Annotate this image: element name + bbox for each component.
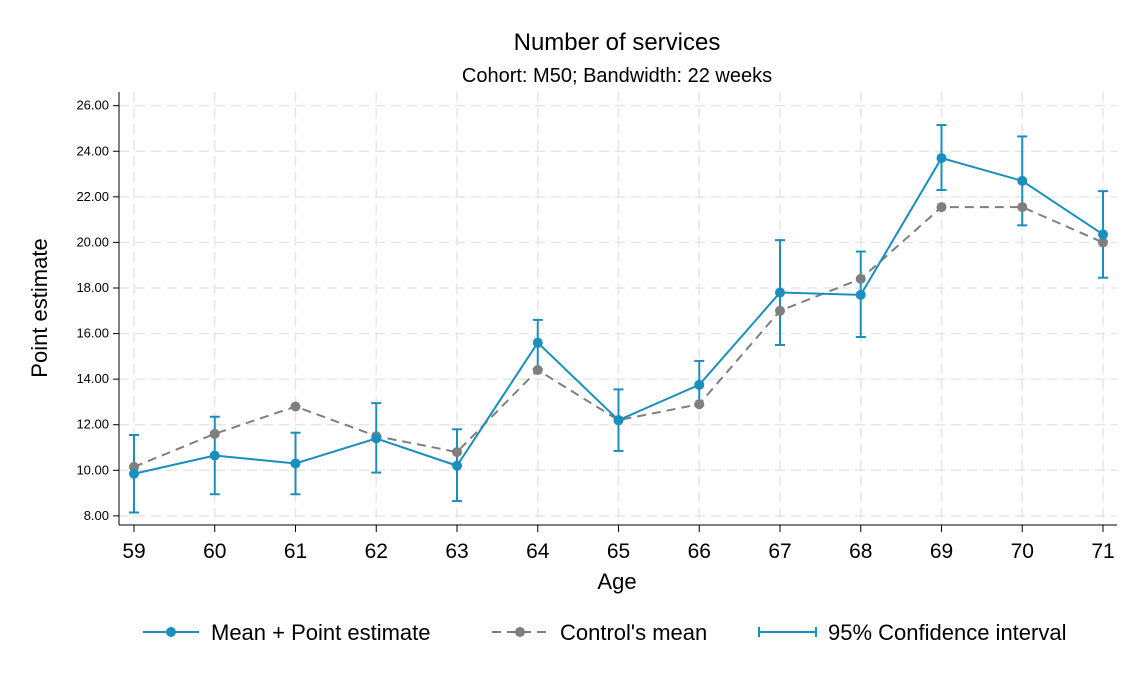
control-point [209,428,220,439]
legend-control-marker [515,627,525,637]
legend-ci-label: 95% Confidence interval [828,620,1066,645]
axes [113,92,1117,532]
y-tick-label: 18.00 [76,280,109,295]
estimate-point [371,433,382,444]
x-tick-label: 60 [203,540,226,563]
y-tick-label: 8.00 [84,508,109,523]
y-tick-label: 24.00 [76,143,109,158]
legend-item-control: Control's mean [492,620,707,645]
control-point [694,399,705,410]
y-tick-label: 20.00 [76,234,109,249]
estimate-point [290,458,301,469]
x-tick-label: 70 [1011,540,1034,563]
control-point [936,202,947,213]
x-tick-label: 71 [1091,540,1114,563]
estimate-point [532,337,543,348]
x-tick-label: 68 [849,540,872,563]
estimate-point [209,450,220,461]
y-tick-label: 12.00 [76,417,109,432]
x-ticks: 59 60 61 62 63 64 65 66 67 68 69 70 71 [122,540,1114,563]
x-tick-label: 64 [526,540,550,563]
x-tick-label: 63 [445,540,468,563]
estimate-point [775,287,785,298]
control-point [775,305,785,316]
estimate-point [129,468,139,479]
estimate-point [613,415,624,426]
control-point [1017,202,1028,213]
legend-control-label: Control's mean [560,620,707,645]
legend-item-estimate: Mean + Point estimate [143,620,431,645]
control-point [452,447,462,458]
control-point [290,401,301,412]
control-point [532,365,543,376]
x-tick-label: 62 [365,540,388,563]
y-ticks: 8.00 10.00 12.00 14.00 16.00 18.00 20.00 22.00 2… [76,98,109,523]
y-axis-label: Point estimate [27,238,52,377]
estimate-point [855,289,866,300]
x-tick-label: 65 [607,540,630,563]
x-tick-label: 69 [930,540,953,563]
x-tick-label: 61 [284,540,307,563]
control-point [1098,237,1108,248]
y-tick-label: 16.00 [76,326,109,341]
y-tick-label: 10.00 [76,462,109,477]
legend-estimate-label: Mean + Point estimate [211,620,431,645]
x-tick-label: 66 [688,540,711,563]
gridlines [119,92,1117,525]
control-point [129,461,139,472]
y-tick-label: 26.00 [76,98,109,113]
estimate-series [129,153,1108,479]
chart-subtitle: Cohort: M50; Bandwidth: 22 weeks [462,65,772,87]
legend: Mean + Point estimate Control's mean 95%… [143,620,1066,645]
x-axis-label: Age [597,569,636,594]
legend-item-ci: 95% Confidence interval [758,620,1066,645]
y-tick-label: 14.00 [76,371,109,386]
x-tick-label: 67 [768,540,791,563]
control-point [855,273,866,284]
estimate-point [936,153,947,164]
x-tick-label: 59 [122,540,145,563]
y-tick-label: 22.00 [76,189,109,204]
estimate-point [1098,229,1108,240]
chart-title: Number of services [514,29,721,56]
legend-estimate-marker [166,627,176,637]
estimate-point [694,379,705,390]
estimate-point [1017,175,1028,186]
estimate-point [452,460,462,471]
